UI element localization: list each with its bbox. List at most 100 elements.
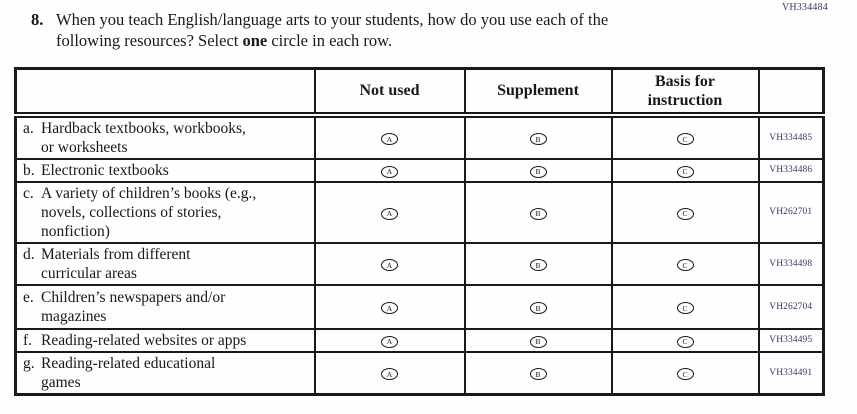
table-row-f: f. Reading-related websites or apps A B … (14, 327, 825, 353)
column-header-not-used: Not used (313, 67, 466, 118)
supplement-cell: B (463, 350, 613, 395)
option-letter: B (535, 337, 541, 346)
option-letter: A (386, 209, 393, 218)
option-b-bubble[interactable]: B (529, 335, 547, 348)
option-c-bubble[interactable]: C (676, 259, 694, 272)
option-c-bubble[interactable]: C (676, 368, 694, 381)
supplement-cell: B (463, 180, 613, 244)
row-letter: b. (23, 161, 35, 179)
row-label-cell: g. Reading-related educational games (14, 350, 316, 395)
option-a-bubble[interactable]: A (381, 259, 398, 272)
row-letter: e. (23, 288, 34, 306)
option-b-bubble[interactable]: B (529, 133, 547, 146)
table-row-a: a. Hardback textbooks, workbooks, or wor… (14, 113, 825, 160)
not-used-cell: A (313, 180, 466, 244)
option-c-bubble[interactable]: C (676, 207, 694, 220)
option-letter: C (682, 337, 688, 346)
row-code: VH334485 (757, 113, 825, 160)
column-header-blank (14, 67, 316, 118)
option-c-bubble[interactable]: C (676, 165, 694, 178)
question-bold-word: one (242, 31, 268, 50)
row-code: VH334486 (757, 157, 825, 183)
question: 8. When you teach English/language arts … (31, 9, 761, 51)
row-label-cell: c. A variety of children’s books (e.g., … (14, 180, 316, 244)
question-text: When you teach English/language arts to … (56, 9, 608, 51)
supplement-cell: B (463, 157, 613, 183)
option-b-bubble[interactable]: B (529, 259, 547, 272)
row-letter: a. (23, 119, 34, 137)
question-text-before: When you teach English/language arts to … (56, 10, 609, 50)
basis-cell: C (610, 327, 760, 353)
not-used-cell: A (313, 157, 466, 183)
row-code: VH334498 (757, 241, 825, 286)
supplement-cell: B (463, 113, 613, 160)
option-b-bubble[interactable]: B (529, 368, 547, 381)
option-letter: C (682, 260, 688, 270)
option-b-bubble[interactable]: B (529, 165, 547, 178)
table-row-e: e. Children’s newspapers and/or magazine… (14, 283, 825, 330)
option-c-bubble[interactable]: C (676, 302, 694, 315)
row-letter: c. (23, 184, 34, 202)
not-used-cell: A (313, 327, 466, 353)
question-text-after: circle in each row. (267, 31, 393, 50)
basis-cell: C (610, 283, 760, 330)
option-letter: C (682, 134, 688, 144)
option-a-bubble[interactable]: A (381, 133, 398, 146)
supplement-cell: B (463, 283, 613, 330)
option-a-bubble[interactable]: A (381, 335, 398, 348)
option-letter: A (386, 260, 393, 270)
option-a-bubble[interactable]: A (381, 165, 398, 178)
supplement-cell: B (463, 241, 613, 286)
row-code: VH262701 (757, 180, 825, 244)
row-label: Reading-related educational games (41, 354, 216, 391)
row-label: A variety of children’s books (e.g., nov… (41, 184, 257, 240)
option-letter: B (535, 134, 541, 144)
header-row: Not used Supplement Basis for instructio… (14, 67, 825, 118)
row-label: Electronic textbooks (41, 161, 169, 179)
option-letter: C (682, 369, 688, 379)
column-header-supplement: Supplement (463, 67, 613, 118)
option-letter: A (386, 369, 393, 379)
table-row-g: g. Reading-related educational games A B… (14, 350, 825, 395)
option-letter: B (535, 369, 541, 379)
table-row-c: c. A variety of children’s books (e.g., … (14, 180, 825, 244)
option-a-bubble[interactable]: A (381, 368, 398, 381)
option-letter: C (682, 303, 688, 313)
page-code: VH334484 (781, 2, 828, 13)
row-code: VH334495 (757, 327, 825, 353)
row-label: Children’s newspapers and/or magazines (41, 288, 226, 325)
option-a-bubble[interactable]: A (381, 302, 398, 315)
option-letter: A (386, 167, 393, 176)
row-label-cell: f. Reading-related websites or apps (14, 327, 316, 353)
option-letter: B (535, 260, 541, 270)
option-letter: B (535, 209, 541, 218)
row-label-cell: a. Hardback textbooks, workbooks, or wor… (14, 113, 316, 160)
not-used-cell: A (313, 350, 466, 395)
basis-cell: C (610, 350, 760, 395)
row-code: VH334491 (757, 350, 825, 395)
supplement-cell: B (463, 327, 613, 353)
not-used-cell: A (313, 113, 466, 160)
option-a-bubble[interactable]: A (381, 207, 398, 220)
row-label: Hardback textbooks, workbooks, or worksh… (41, 119, 246, 156)
option-letter: A (386, 303, 393, 313)
option-b-bubble[interactable]: B (529, 302, 547, 315)
row-letter: f. (23, 331, 33, 349)
option-b-bubble[interactable]: B (529, 207, 547, 220)
basis-cell: C (610, 180, 760, 244)
table-row-b: b. Electronic textbooks A B C VH334486 (14, 157, 825, 183)
not-used-cell: A (313, 241, 466, 286)
basis-cell: C (610, 157, 760, 183)
option-letter: B (535, 303, 541, 313)
option-letter: B (535, 167, 541, 176)
row-label-cell: b. Electronic textbooks (14, 157, 316, 183)
table-row-d: d. Materials from different curricular a… (14, 241, 825, 286)
resources-table: Not used Supplement Basis for instructio… (14, 67, 825, 396)
option-c-bubble[interactable]: C (676, 335, 694, 348)
column-header-code-blank (757, 67, 825, 118)
row-label-cell: e. Children’s newspapers and/or magazine… (14, 283, 316, 330)
option-c-bubble[interactable]: C (676, 133, 694, 146)
row-letter: d. (23, 245, 35, 263)
basis-cell: C (610, 241, 760, 286)
